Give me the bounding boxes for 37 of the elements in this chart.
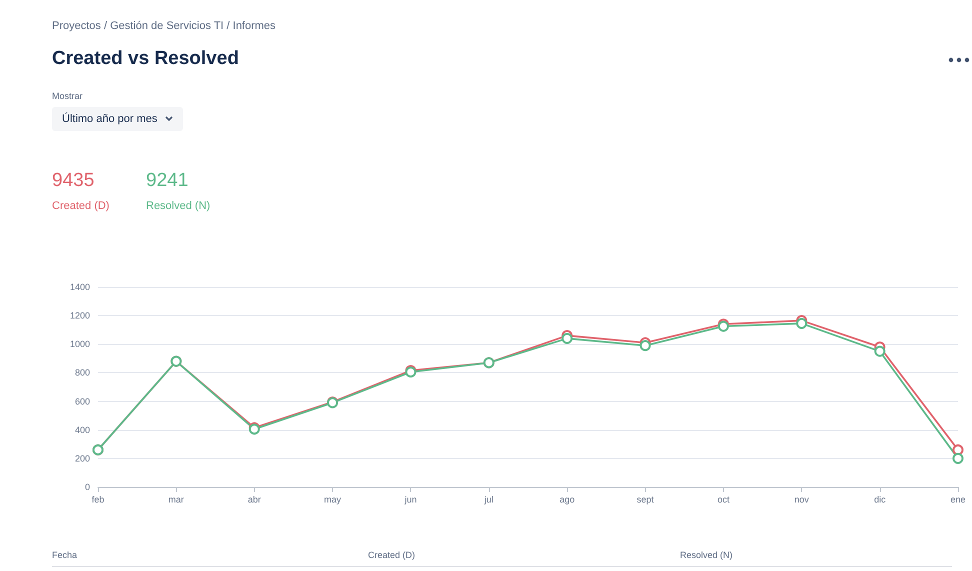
text: 9241 — [146, 170, 190, 192]
point — [796, 318, 808, 329]
text: Resolved (N) — [680, 550, 733, 560]
x-tick-label: dic — [874, 494, 886, 504]
y-tick-label: 200 — [74, 453, 90, 464]
point — [952, 452, 964, 464]
x-tick-label: mar — [168, 494, 184, 504]
x-tick-label: nov — [794, 494, 810, 504]
point — [562, 332, 573, 344]
y-tick-label: 1000 — [70, 339, 90, 350]
x-tick-label: ene — [950, 494, 966, 504]
point — [640, 340, 651, 352]
point — [874, 346, 886, 357]
point — [952, 444, 964, 456]
text: 9435 — [52, 170, 96, 192]
chart-title: Created vs Resolved — [52, 48, 239, 70]
x-tick-label: may — [324, 494, 342, 504]
text: Proyectos / Gestión de Servicios TI / Informes — [52, 20, 276, 32]
y-tick-label: 1400 — [70, 282, 90, 292]
x-tick-label: abr — [248, 494, 261, 504]
y-tick-label: 600 — [74, 396, 90, 406]
text: Resolved (N) — [146, 200, 210, 212]
x-tick-label: ago — [560, 494, 575, 504]
text: Último año por mes — [62, 113, 158, 125]
text: Mostrar — [52, 91, 83, 101]
x-tick-label: feb — [92, 494, 104, 504]
y-tick-label: 1200 — [70, 310, 90, 321]
x-tick-label: oct — [717, 494, 730, 504]
y-tick-label: 800 — [74, 368, 90, 378]
x-tick-label: sept — [636, 494, 654, 504]
text: Created (D) — [52, 200, 110, 212]
x-tick-label: jul — [483, 494, 494, 504]
text: Fecha — [52, 550, 78, 560]
x-tick-label: jun — [404, 494, 417, 504]
text: Created (D) — [368, 550, 416, 560]
y-tick-label: 0 — [84, 482, 90, 492]
y-tick-label: 400 — [74, 424, 90, 435]
